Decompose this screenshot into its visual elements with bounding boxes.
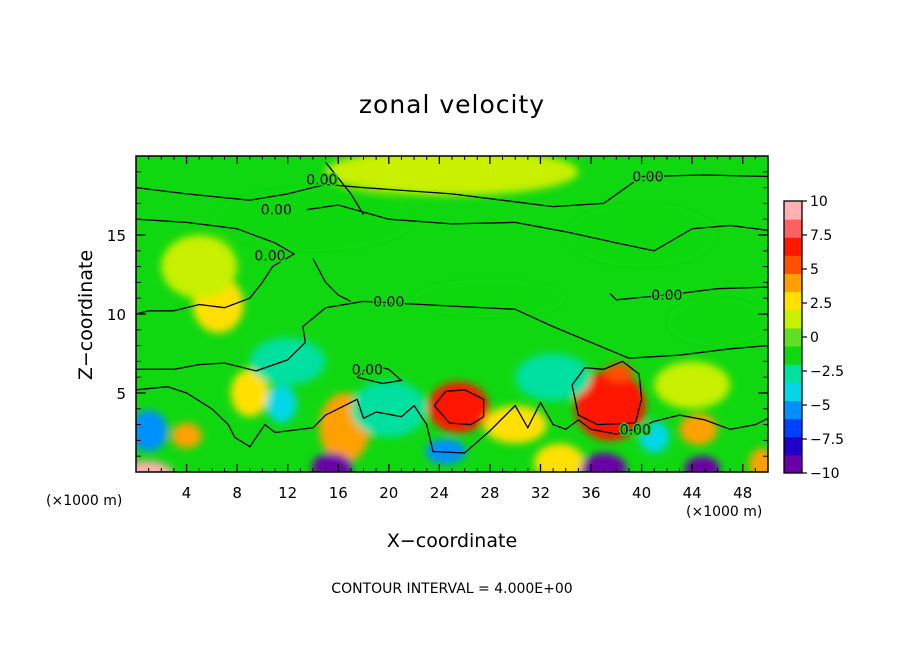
field-blob-12 bbox=[311, 453, 353, 472]
colorbar-swatch-12 bbox=[784, 237, 802, 256]
colorbar-swatch-0 bbox=[784, 454, 802, 474]
contour-line-9 bbox=[571, 360, 643, 426]
x-tick-label-5: 24 bbox=[430, 484, 449, 502]
colorbar-tick-label-5: −2.5 bbox=[810, 364, 844, 380]
chart-title: zonal velocity bbox=[359, 90, 545, 119]
y-tick-label-1: 10 bbox=[107, 306, 126, 324]
field-blob-6 bbox=[171, 423, 202, 449]
contour-line-8 bbox=[433, 389, 485, 426]
field-blob-26 bbox=[161, 235, 238, 299]
contour-interval-footer: CONTOUR INTERVAL = 4.000E+00 bbox=[331, 581, 572, 597]
field-blob-19 bbox=[350, 380, 427, 438]
field-blob-13 bbox=[580, 453, 627, 472]
colorbar-swatch-7 bbox=[784, 327, 802, 347]
colorbar-swatch-14 bbox=[784, 201, 802, 220]
x-unit-right: (×1000 m) bbox=[686, 504, 762, 520]
field-blob-7 bbox=[483, 405, 547, 444]
field-blob-27 bbox=[325, 156, 579, 196]
colorbar-swatch-4 bbox=[784, 382, 802, 401]
y-axis-label: Z−coordinate bbox=[75, 250, 97, 380]
colorbar-tick-label-2: 5 bbox=[810, 262, 819, 278]
field-blob-25 bbox=[666, 298, 768, 346]
field-blob-10 bbox=[534, 443, 585, 472]
x-tick-label-11: 48 bbox=[733, 484, 752, 502]
plot-area: 0.00 0.00 0.00 0.00 0.00 0.00 0.00 0.00 bbox=[136, 156, 768, 472]
colorbar-swatch-9 bbox=[784, 291, 802, 311]
colorbar-tick-label-0: 10 bbox=[810, 194, 828, 210]
y-tick-label-0: 5 bbox=[116, 385, 126, 403]
contour-line-10 bbox=[356, 363, 403, 385]
colorbar-tick-label-6: −5 bbox=[810, 398, 831, 414]
contour-label-7: 0.00 bbox=[620, 422, 651, 438]
contour-label-4: 0.00 bbox=[373, 294, 404, 310]
colorbar-swatch-6 bbox=[784, 346, 802, 365]
contour-label-6: 0.00 bbox=[352, 362, 383, 378]
field-blob-15 bbox=[136, 410, 168, 452]
colorbar-tick-label-1: 7.5 bbox=[810, 228, 832, 244]
contour-label-1: 0.00 bbox=[261, 203, 292, 219]
x-tick-label-10: 44 bbox=[683, 484, 702, 502]
contour-line-1 bbox=[136, 218, 296, 315]
x-axis-label: X−coordinate bbox=[387, 530, 517, 552]
field-blob-23 bbox=[211, 187, 415, 251]
field-blob-28 bbox=[654, 361, 731, 409]
y-tick-label-2: 15 bbox=[107, 227, 126, 245]
colorbar: 10 7.5 5 2.5 0 −2.5 −5 −7.5 −10 bbox=[783, 194, 844, 482]
field-blob-24 bbox=[565, 203, 718, 267]
contour-line-5 bbox=[609, 286, 768, 301]
contour-label-3: 0.00 bbox=[254, 249, 285, 265]
contour-line-3 bbox=[306, 204, 768, 252]
contour-line-2 bbox=[325, 161, 365, 215]
colorbar-swatch-11 bbox=[784, 255, 802, 275]
colorbar-swatch-5 bbox=[784, 364, 802, 383]
field-blob-20 bbox=[515, 353, 592, 401]
x-tick-label-0: 4 bbox=[182, 484, 192, 502]
colorbar-swatch-8 bbox=[784, 309, 802, 329]
colorbar-swatch-2 bbox=[784, 418, 802, 438]
field-blob-18 bbox=[639, 421, 670, 454]
contour-labels: 0.00 0.00 0.00 0.00 0.00 0.00 0.00 0.00 bbox=[253, 168, 684, 440]
colorbar-tick-label-3: 2.5 bbox=[810, 296, 832, 312]
field-blob-14 bbox=[684, 456, 720, 472]
x-tick-label-6: 28 bbox=[480, 484, 499, 502]
x-axis: 4 8 12 16 20 24 28 32 36 40 44 48 bbox=[148, 156, 756, 502]
colorbar-swatch-3 bbox=[784, 400, 802, 420]
contour-label-5: 0.00 bbox=[651, 288, 682, 304]
field-blob-11 bbox=[749, 448, 768, 472]
x-tick-label-4: 20 bbox=[379, 484, 398, 502]
field-blob-22 bbox=[414, 279, 566, 318]
contour-line-7 bbox=[136, 386, 768, 454]
contour-line-4 bbox=[312, 258, 352, 302]
colorbar-swatch-13 bbox=[784, 219, 802, 238]
field-blob-8 bbox=[230, 369, 269, 417]
x-unit-left: (×1000 m) bbox=[46, 493, 122, 509]
field-blob-1 bbox=[427, 381, 489, 433]
field-blob-21 bbox=[249, 337, 326, 386]
contour-line-6 bbox=[136, 300, 768, 372]
colorbar-tick-label-4: 0 bbox=[810, 330, 819, 346]
contour-label-2: 0.00 bbox=[632, 170, 663, 186]
x-tick-label-8: 36 bbox=[581, 484, 600, 502]
x-tick-label-7: 32 bbox=[531, 484, 550, 502]
field-blob-16 bbox=[266, 385, 297, 424]
field-blob-0 bbox=[136, 460, 174, 472]
x-tick-label-1: 8 bbox=[232, 484, 242, 502]
colorbar-tick-label-8: −10 bbox=[810, 466, 840, 482]
colorbar-swatch-1 bbox=[784, 436, 802, 456]
x-tick-label-3: 16 bbox=[329, 484, 348, 502]
colorbar-tick-label-7: −7.5 bbox=[810, 432, 844, 448]
field-blob-3 bbox=[604, 362, 633, 382]
y-axis: 5 10 15 bbox=[107, 171, 768, 457]
x-tick-label-9: 40 bbox=[632, 484, 651, 502]
contour-label-0: 0.00 bbox=[306, 173, 337, 189]
contour-lines bbox=[136, 161, 768, 454]
x-tick-label-2: 12 bbox=[278, 484, 297, 502]
colorbar-swatch-10 bbox=[784, 273, 802, 293]
contour-line-0 bbox=[136, 174, 768, 208]
